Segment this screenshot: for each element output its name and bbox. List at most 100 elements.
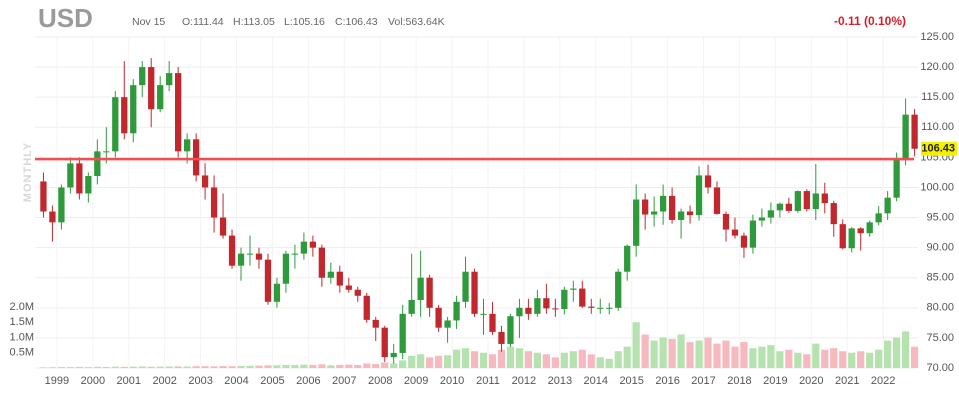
volume-bar [731,346,739,368]
volume-bar [183,366,191,368]
candle-body [228,235,236,266]
candle-body [166,73,173,86]
x-tick-label: 2020 [799,375,823,387]
volume-bar [506,346,515,368]
quote-open: O:111.44 [182,16,224,28]
candle-body [246,253,254,255]
candle-body [839,224,846,249]
y-tick-label: 70.00 [926,362,954,374]
candle-body [543,298,550,309]
x-tick-label: 2012 [512,375,536,387]
x-tick-label: 2013 [548,375,572,387]
candle-body [767,210,775,218]
candle-body [830,203,837,225]
x-tick-label: 2003 [188,375,212,387]
candle-body [462,271,469,302]
volume-bar [48,367,57,368]
volume-bar [614,351,622,368]
volume-bar [623,346,631,368]
volume-bar [866,352,874,368]
candle-body [444,320,451,328]
volume-bar [533,352,541,368]
volume-bar [830,348,838,368]
candle-body [426,277,433,308]
quote-date: Nov 15 [132,16,165,28]
volume-bar [704,337,712,368]
candles [40,58,918,364]
quote-close: C:106.43 [335,16,378,28]
volume-bar [282,364,290,368]
volume-bar [345,364,353,368]
candle-body [785,203,792,211]
volume-bar [659,337,667,368]
x-tick-label: 2015 [619,375,643,387]
candle-body [597,307,604,309]
volume-bar [273,365,281,368]
volume-bar [785,349,793,368]
x-tick-label: 2006 [296,375,320,387]
volume-bar [75,366,83,368]
volume-bar [515,348,524,368]
volume-bar [318,364,326,368]
candle-body [659,195,667,212]
volume-bar [443,355,452,368]
volume-bar [884,340,892,368]
volume-bar [722,340,730,368]
candle-body [390,352,397,358]
volume-bar [300,364,308,368]
candle-body [309,241,317,248]
x-tick-label: 2007 [332,375,356,387]
candle-body [112,97,119,152]
candle-body [713,187,721,214]
volume-bar [650,340,658,368]
candle-body [372,319,379,328]
candle-body [794,191,801,211]
volume-bar [821,349,829,368]
x-tick-label: 2018 [727,375,751,387]
candle-body [354,289,361,296]
volume-bar [57,367,65,368]
candle-body [121,97,128,134]
candle-body [40,181,47,212]
candle-body [183,139,191,152]
candle-body [76,163,83,194]
candle-body [902,114,909,160]
candle-body [273,283,281,302]
candle-body [192,139,200,176]
candle-body [264,259,272,302]
x-tick-label: 2009 [404,375,428,387]
volume-bar [910,346,919,368]
volume-bar [803,354,811,368]
candle-body [471,271,478,314]
volume-bar [120,366,128,368]
volume-bar [587,354,595,368]
volume-bar [839,351,847,368]
candle-body [255,253,263,260]
volume-bar [470,351,479,368]
volume-bar [408,355,416,368]
candle-body [758,217,766,221]
candle-body [911,114,918,149]
candle-body [327,271,334,278]
candle-body [615,271,622,308]
candle-body [94,151,101,177]
price-tag [921,141,957,156]
volume-bar [857,351,865,368]
chart-title: USD [38,3,93,33]
volume-bar [758,346,766,368]
volume-bar [372,364,380,368]
volume-bar [686,342,694,368]
volume-bar [102,366,110,368]
candle-body [722,213,730,230]
x-tick-label: 2021 [835,375,859,387]
x-tick-label: 2000 [81,375,105,387]
candle-body [345,285,352,290]
candle-body [866,222,873,234]
candle-body [812,193,819,210]
candle-body [650,211,658,215]
candle-body [561,289,568,310]
volume-bar [488,354,497,368]
candle-body [893,159,900,198]
volume-bar [228,366,236,368]
